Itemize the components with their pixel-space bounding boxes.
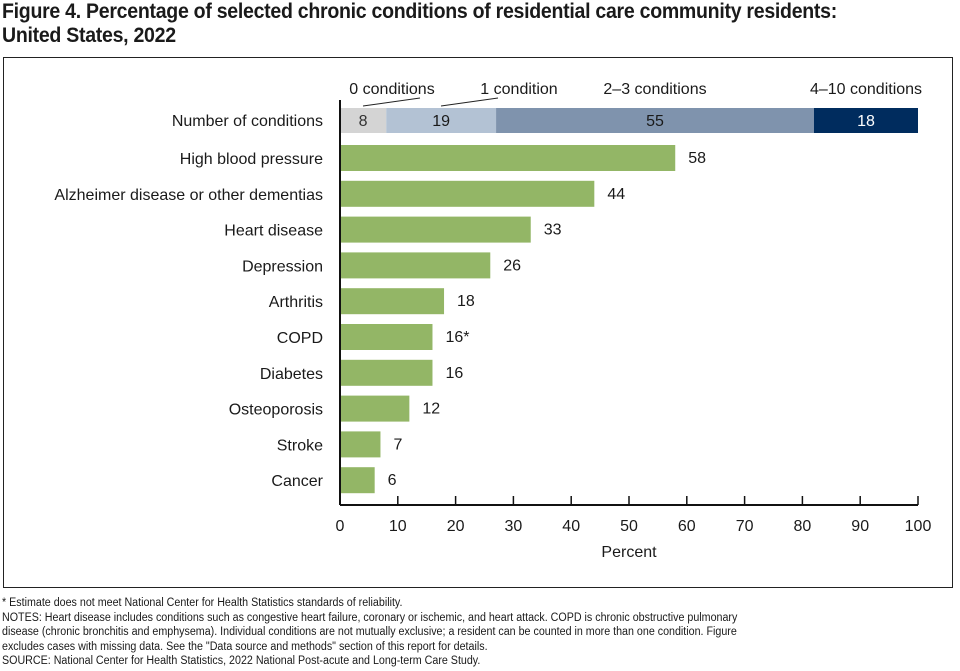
x-tick-label: 50 xyxy=(620,518,638,535)
stacked-segment-1 xyxy=(386,108,497,133)
x-tick-label: 0 xyxy=(336,518,345,535)
category-label-number-of-conditions: Number of conditions xyxy=(172,113,323,130)
data-label: 44 xyxy=(607,186,625,203)
bar xyxy=(340,145,676,171)
stacked-legend-label-1: 1 condition xyxy=(480,81,557,98)
bar xyxy=(340,216,531,243)
category-label: COPD xyxy=(277,330,323,347)
stacked-segment-label-0: 8 xyxy=(359,113,368,130)
category-label: Diabetes xyxy=(260,366,323,383)
x-tick-label: 70 xyxy=(736,518,754,535)
stacked-segment-3 xyxy=(813,108,918,133)
category-label: Heart disease xyxy=(224,223,323,240)
figure-title-line2: United States, 2022 xyxy=(2,24,176,47)
data-label: 33 xyxy=(544,222,562,239)
bar xyxy=(340,324,433,350)
category-label: Arthritis xyxy=(269,294,323,311)
x-axis-title: Percent xyxy=(601,544,657,561)
bar xyxy=(340,252,491,279)
x-tick-label: 90 xyxy=(851,518,869,535)
category-label: Depression xyxy=(242,258,323,275)
notes-line-1: NOTES: Heart disease includes conditions… xyxy=(2,611,738,624)
category-label: Cancer xyxy=(271,473,323,490)
category-label: High blood pressure xyxy=(180,151,323,168)
leader-line-1-condition xyxy=(440,97,499,107)
stacked-segment-label-1: 19 xyxy=(432,113,450,130)
x-tick-label: 60 xyxy=(678,518,696,535)
stacked-legend-label-3: 4–10 conditions xyxy=(810,81,922,98)
footnote: * Estimate does not meet National Center… xyxy=(2,597,403,609)
bar xyxy=(340,467,375,494)
bar xyxy=(340,359,433,386)
bar xyxy=(340,431,381,458)
data-label: 12 xyxy=(422,401,440,418)
x-tick-label: 20 xyxy=(447,518,465,535)
bar xyxy=(340,288,445,315)
data-label: 16 xyxy=(445,365,463,382)
stacked-segment-0 xyxy=(340,108,387,133)
stacked-segment-label-3: 18 xyxy=(857,113,875,130)
stacked-legend-label-2: 2–3 conditions xyxy=(603,81,706,98)
x-tick-label: 10 xyxy=(389,518,407,535)
data-label: 18 xyxy=(457,293,475,310)
x-tick-label: 40 xyxy=(562,518,580,535)
figure-title: Figure 4. Percentage of selected chronic… xyxy=(2,0,951,48)
x-tick-label: 30 xyxy=(505,518,523,535)
data-label: 58 xyxy=(688,150,706,167)
stacked-legend-label-0: 0 conditions xyxy=(349,81,434,98)
notes-line-2: disease (chronic bronchitis and emphysem… xyxy=(2,626,737,639)
notes-section: * Estimate does not meet National Center… xyxy=(2,596,960,669)
leader-line-0-conditions xyxy=(362,97,421,107)
source-note: SOURCE: National Center for Health Stati… xyxy=(2,655,481,668)
category-label: Stroke xyxy=(277,437,323,454)
bar xyxy=(340,180,595,207)
data-label: 16* xyxy=(445,329,469,346)
chart-frame xyxy=(3,57,953,588)
figure-title-line1: Figure 4. Percentage of selected chronic… xyxy=(2,0,837,23)
data-label: 7 xyxy=(393,436,402,453)
data-label: 26 xyxy=(503,257,521,274)
bar xyxy=(340,395,410,422)
category-label: Alzheimer disease or other dementias xyxy=(54,187,323,204)
stacked-segment-label-2: 55 xyxy=(646,113,664,130)
category-label: Osteoporosis xyxy=(229,402,323,419)
stacked-segment-2 xyxy=(496,108,814,133)
data-label: 6 xyxy=(388,472,397,489)
notes-line-3: excludes cases with missing data. See th… xyxy=(2,640,488,653)
x-tick-label: 80 xyxy=(794,518,812,535)
x-tick-label: 100 xyxy=(905,518,932,535)
